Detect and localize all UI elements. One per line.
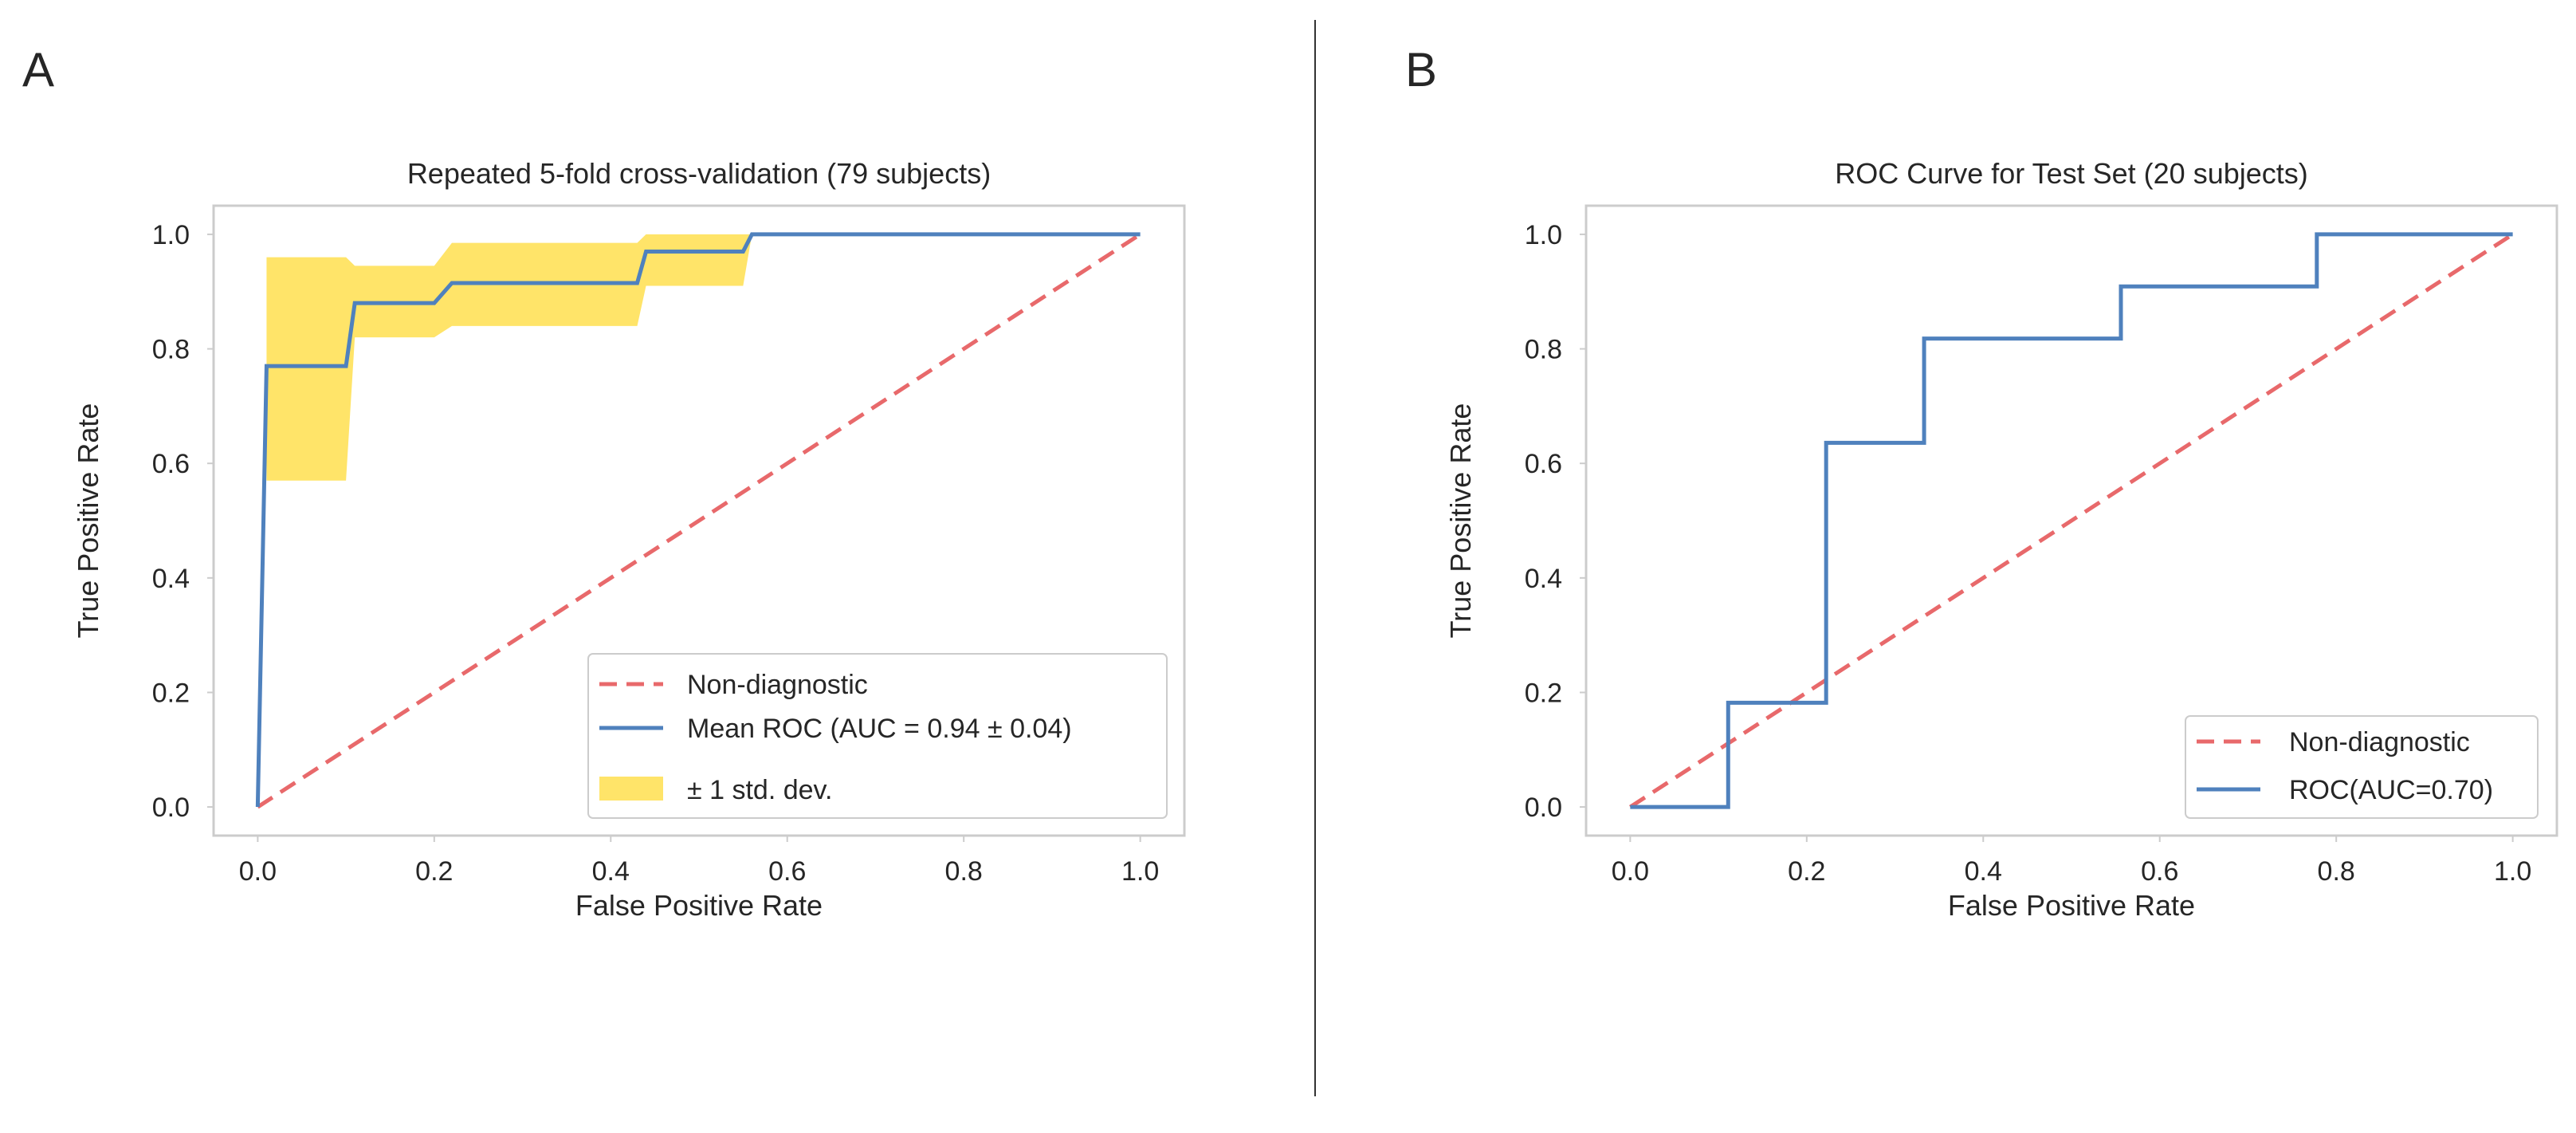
panel-b: B ROC Curve for Test Set (20 subjects) 0.0… bbox=[1405, 43, 2558, 922]
y-tick-label: 1.0 bbox=[1525, 220, 1562, 250]
x-tick-label: 1.0 bbox=[2494, 856, 2531, 887]
y-axis-label: True Positive Rate bbox=[72, 403, 104, 639]
y-tick-label: 0.2 bbox=[152, 678, 190, 708]
y-tick-label: 0.8 bbox=[152, 335, 190, 365]
y-tick-label: 0.6 bbox=[152, 449, 190, 479]
y-tick-label: 0.0 bbox=[1525, 793, 1562, 823]
y-axis-label: True Positive Rate bbox=[1444, 403, 1477, 639]
legend-label: ROC(AUC=0.70) bbox=[2289, 775, 2493, 805]
y-tick-label: 1.0 bbox=[152, 220, 190, 250]
legend-label: Non-diagnostic bbox=[2289, 727, 2470, 757]
x-tick-label: 0.6 bbox=[768, 856, 806, 887]
x-tick-label: 1.0 bbox=[1121, 856, 1159, 887]
legend-swatch-band bbox=[599, 777, 663, 801]
x-tick-label: 0.0 bbox=[1612, 856, 1649, 887]
legend-box bbox=[587, 653, 1168, 819]
y-tick-label: 0.4 bbox=[152, 564, 190, 594]
panel-label: B bbox=[1405, 43, 1437, 96]
x-tick-label: 0.4 bbox=[592, 856, 630, 887]
std-dev-band bbox=[266, 234, 1141, 481]
chance-line bbox=[1629, 232, 2514, 809]
legend-box bbox=[2185, 715, 2539, 819]
legend-label: Mean ROC (AUC = 0.94 ± 0.04) bbox=[687, 714, 1072, 744]
chart-title: Repeated 5-fold cross-validation (79 sub… bbox=[407, 157, 991, 190]
legend-label: ± 1 std. dev. bbox=[687, 775, 832, 805]
y-tick-label: 0.4 bbox=[1525, 564, 1562, 594]
chart-title: ROC Curve for Test Set (20 subjects) bbox=[1835, 157, 2308, 190]
panel-label: A bbox=[22, 43, 54, 96]
x-tick-label: 0.2 bbox=[415, 856, 453, 887]
x-tick-label: 0.6 bbox=[2141, 856, 2178, 887]
y-tick-label: 0.8 bbox=[1525, 335, 1562, 365]
panel-a: A Repeated 5-fold cross-validation (79 su… bbox=[22, 43, 1186, 922]
y-tick-label: 0.0 bbox=[152, 793, 190, 823]
legend-label: Non-diagnostic bbox=[687, 670, 868, 700]
x-tick-label: 0.8 bbox=[2318, 856, 2355, 887]
x-tick-label: 0.2 bbox=[1788, 856, 1825, 887]
roc-curve-line bbox=[255, 232, 1141, 808]
chance-line bbox=[257, 232, 1141, 809]
x-tick-label: 0.8 bbox=[945, 856, 983, 887]
y-tick-label: 0.6 bbox=[1525, 449, 1562, 479]
x-tick-label: 0.4 bbox=[1965, 856, 2002, 887]
roc-curve-line bbox=[1630, 232, 2513, 809]
x-axis-label: False Positive Rate bbox=[1948, 889, 2195, 922]
y-tick-label: 0.2 bbox=[1525, 678, 1562, 708]
x-tick-label: 0.0 bbox=[239, 856, 277, 887]
x-axis-label: False Positive Rate bbox=[575, 889, 823, 922]
